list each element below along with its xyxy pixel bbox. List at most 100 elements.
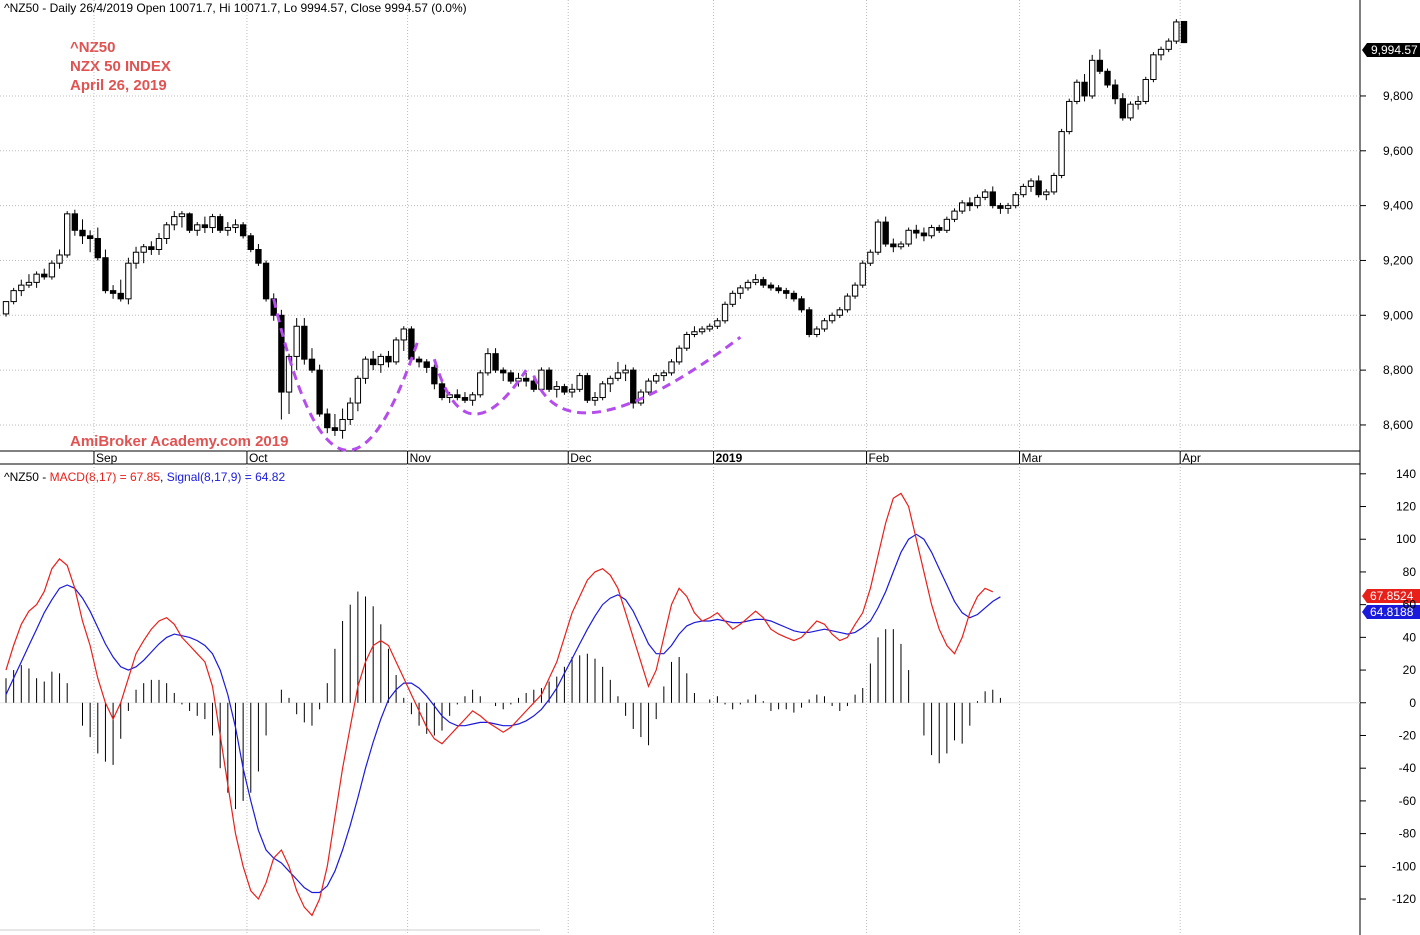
price-y-tick-label: 9,600 — [1383, 144, 1413, 158]
price-y-tick-label: 8,800 — [1383, 363, 1413, 377]
candle-body-down — [423, 361, 430, 368]
candle-body-up — [698, 328, 706, 333]
candle-body-up — [874, 221, 882, 253]
annotation-index-name: NZX 50 INDEX — [70, 58, 171, 75]
candle-body-down — [331, 427, 339, 431]
price-y-tick-label: 8,600 — [1383, 418, 1413, 432]
macd-y-tick-label: 20 — [1403, 663, 1417, 677]
macd-line — [5, 492, 994, 917]
candle-body-up — [675, 347, 683, 363]
candle-body-down — [783, 290, 790, 294]
candle-body-up — [614, 372, 622, 379]
candle-body-up — [844, 295, 851, 311]
candle-body-up — [958, 202, 966, 212]
candle-body-up — [645, 380, 652, 393]
candle-body-down — [966, 202, 973, 207]
candle-body-down — [775, 287, 782, 292]
signal-line — [5, 533, 1001, 894]
frames — [0, 0, 1361, 935]
macd-info-header: ^NZ50 - MACD(8,17) = 67.85, Signal(8,17,… — [4, 470, 285, 484]
candle-body-up — [1058, 131, 1065, 176]
candle-body-down — [431, 366, 438, 385]
candle-body-down — [415, 358, 423, 363]
macd-info-macd: MACD(8,17) = 67.85 — [50, 470, 161, 484]
candle-body-down — [920, 232, 928, 237]
candle-body-up — [1004, 205, 1012, 209]
macd-y-tick-label: 80 — [1403, 565, 1417, 579]
candle-body-down — [584, 375, 591, 401]
x-axis-month-label: Mar — [1022, 451, 1043, 465]
candle-body-up — [1127, 103, 1134, 119]
candle-body-up — [1050, 174, 1058, 193]
candle-body-down — [913, 229, 920, 234]
macd-info-prefix: ^NZ50 - — [4, 470, 50, 484]
macd-info-signal: Signal(8,17,9) = 64.82 — [167, 470, 286, 484]
candle-body-down — [316, 369, 323, 415]
candle-body-up — [362, 358, 369, 379]
candle-body-up — [928, 227, 935, 237]
candle-body-up — [224, 227, 232, 231]
candle-body-down — [1035, 180, 1042, 196]
price-y-tick-label: 9,400 — [1383, 199, 1413, 213]
macd-info-separator: , — [160, 470, 167, 484]
candle-body-down — [247, 235, 254, 250]
candle-body-down — [41, 273, 48, 278]
candle-body-up — [1134, 100, 1142, 105]
x-axis-month-label: 2019 — [716, 451, 743, 465]
candle-body-down — [262, 262, 270, 300]
candle-body-down — [186, 213, 193, 231]
price-info-header: ^NZ50 - Daily 26/4/2019 Open 10071.7, Hi… — [4, 1, 467, 15]
candle-body-down — [890, 243, 897, 248]
candle-body-down — [239, 224, 247, 237]
candle-body-up — [653, 375, 660, 382]
candle-body-down — [86, 235, 94, 240]
candle-body-down — [507, 372, 515, 382]
macd-y-tick-label: -20 — [1399, 728, 1417, 742]
candle-body-up — [897, 243, 905, 248]
candle-body-down — [1119, 98, 1126, 119]
candlesticks — [2, 19, 1188, 439]
candle-body-down — [790, 292, 798, 300]
price-y-tick-label: 9,800 — [1383, 89, 1413, 103]
candle-body-down — [1180, 20, 1188, 44]
candle-body-down — [71, 213, 79, 231]
macd-y-tick-label: 140 — [1396, 467, 1416, 481]
macd-last-value: 67.8524 — [1370, 589, 1414, 603]
candle-body-up — [683, 333, 690, 349]
signal-last-badge: 64.8188 — [1362, 605, 1420, 619]
macd-y-tick-label: 120 — [1396, 500, 1416, 514]
candle-body-up — [660, 372, 668, 377]
candle-body-down — [760, 279, 767, 286]
candle-body-down — [369, 358, 377, 366]
candle-body-up — [25, 281, 33, 286]
candle-body-down — [408, 328, 415, 360]
candle-body-up — [2, 301, 10, 315]
candle-body-down — [102, 257, 109, 292]
candle-body-up — [951, 210, 958, 220]
candle-body-up — [538, 369, 545, 390]
pattern-curve — [532, 336, 742, 415]
macd-y-tick-label: 40 — [1403, 630, 1417, 644]
candle-body-up — [232, 224, 239, 229]
candle-body-down — [522, 377, 530, 382]
candle-body-up — [668, 361, 675, 374]
candle-body-down — [454, 394, 461, 399]
signal-last-value: 64.8188 — [1370, 605, 1414, 619]
candle-body-down — [94, 238, 101, 259]
candle-body-up — [691, 331, 698, 335]
x-axis-month-label: Oct — [249, 451, 268, 465]
candle-body-up — [293, 325, 300, 357]
pattern-curve — [432, 358, 528, 416]
candle-body-down — [1104, 70, 1111, 86]
candle-body-down — [1081, 81, 1088, 97]
candle-body-up — [607, 377, 614, 385]
candle-body-up — [515, 377, 522, 382]
candle-body-up — [33, 273, 40, 283]
annotation-date: April 26, 2019 — [70, 77, 167, 94]
candle-body-up — [125, 262, 132, 300]
macd-last-badge: 67.8524 — [1362, 589, 1420, 603]
x-axis-month-label: Apr — [1182, 451, 1201, 465]
candle-body-up — [285, 355, 293, 393]
candle-body-up — [163, 224, 170, 240]
candle-body-up — [377, 355, 384, 366]
